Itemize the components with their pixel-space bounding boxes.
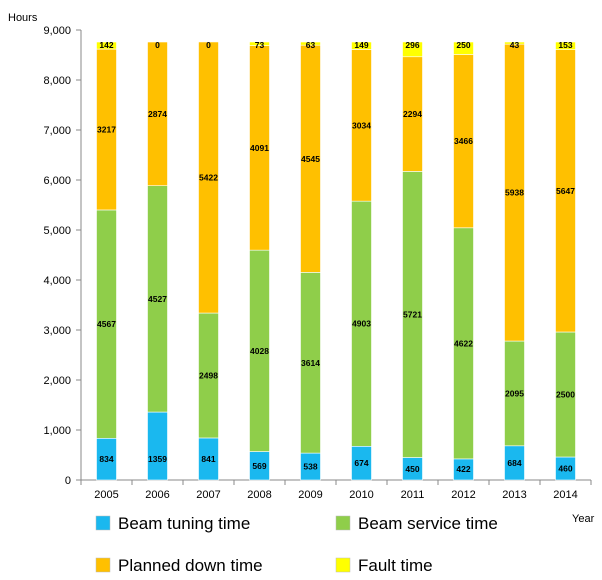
data-label: 2874 [148,109,167,119]
y-tick-label: 6,000 [43,175,71,187]
bar-segment [351,41,372,50]
data-label: 5647 [556,186,575,196]
data-label: 1359 [148,454,167,464]
data-label: 2498 [199,371,218,381]
legend-label: Beam tuning time [118,514,250,533]
bar-segment [147,411,168,481]
legend: Beam tuning time Beam service time Planned… [95,514,498,575]
data-label: 0 [155,40,160,50]
legend-swatch [95,557,111,573]
data-label: 538 [303,462,317,472]
data-label: 296 [405,40,419,50]
data-label: 3466 [454,136,473,146]
data-label: 2294 [403,109,422,119]
data-label: 4028 [250,346,269,356]
y-tick-label: 2,000 [43,375,71,387]
legend-swatch [335,515,351,531]
x-tick-label: 2007 [196,489,220,501]
data-label: 450 [405,464,419,474]
data-label: 674 [354,458,368,468]
x-tick-label: 2013 [502,489,526,501]
x-tick-label: 2012 [451,489,475,501]
bars: 834 4567 3217 142 1359 4527 2874 0 841 2498 5422 0 5… [96,40,576,481]
data-label: 153 [558,40,572,50]
bar-segment [300,41,321,46]
data-label: 422 [456,464,470,474]
y-tick-label: 1,000 [43,425,71,437]
data-label: 4903 [352,319,371,329]
data-label: 250 [456,40,470,50]
data-label: 142 [99,40,113,50]
legend-label: Planned down time [118,556,263,575]
data-label: 63 [306,40,316,50]
data-label: 684 [507,458,521,468]
data-label: 3034 [352,120,371,130]
axes: 0 1,000 2,000 3,000 4,000 5,000 6,000 7,000 8,00… [43,25,592,501]
x-axis-title: Year [572,513,595,525]
x-tick-label: 2014 [553,489,577,501]
data-label: 3217 [97,125,116,135]
y-tick-label: 9,000 [43,25,71,37]
data-label: 4545 [301,154,320,164]
y-axis-title: Hours [8,12,38,24]
data-label: 5422 [199,173,218,183]
y-tick-label: 3,000 [43,325,71,337]
bar-segment [504,41,525,45]
bar-segment [402,41,423,58]
bar-segment [96,41,117,50]
bar-segment [453,41,474,55]
legend-swatch [95,515,111,531]
bar-segment [555,41,576,50]
x-tick-label: 2010 [349,489,373,501]
data-label: 2500 [556,390,575,400]
legend-swatch [335,557,351,573]
legend-label: Fault time [358,556,433,575]
data-label: 43 [510,40,520,50]
data-label: 2095 [505,388,524,398]
data-label: 4567 [97,319,116,329]
data-label: 4091 [250,143,269,153]
data-label: 569 [252,461,266,471]
data-label: 5721 [403,309,422,319]
y-tick-label: 5,000 [43,225,71,237]
x-tick-label: 2006 [145,489,169,501]
legend-label: Beam service time [358,514,498,533]
bar-segment [147,41,168,186]
data-label: 3614 [301,358,320,368]
x-tick-label: 2008 [247,489,271,501]
y-tick-label: 0 [65,475,71,487]
y-tick-label: 7,000 [43,125,71,137]
data-label: 460 [558,464,572,474]
data-label: 5938 [505,188,524,198]
data-label: 0 [206,40,211,50]
x-tick-label: 2011 [401,489,425,501]
bar-segment [249,41,270,46]
data-label: 73 [255,40,265,50]
data-label: 4527 [148,294,167,304]
y-tick-label: 8,000 [43,75,71,87]
data-label: 841 [201,454,215,464]
x-tick-label: 2005 [94,489,118,501]
data-label: 4622 [454,338,473,348]
data-label: 834 [99,454,113,464]
data-label: 149 [354,40,368,50]
bar-segment [198,41,219,314]
x-tick-label: 2009 [298,489,322,501]
y-tick-label: 4,000 [43,275,71,287]
